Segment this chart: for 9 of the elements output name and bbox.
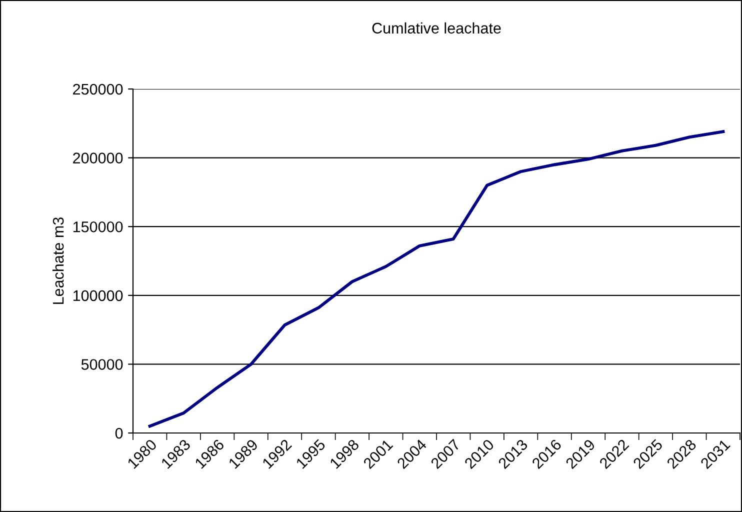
y-tick-label: 200000: [73, 152, 123, 164]
y-tick-label: 50000: [81, 359, 123, 370]
chart-title: Cumlative leachate: [372, 22, 501, 34]
y-tick-label: 100000: [73, 290, 123, 302]
y-tick-label: 0: [115, 428, 123, 439]
y-axis-title: Leachate m3: [52, 218, 64, 304]
line-series: [148, 130, 725, 428]
y-tick-label: 250000: [73, 84, 123, 95]
y-tick-label: 150000: [73, 221, 123, 232]
